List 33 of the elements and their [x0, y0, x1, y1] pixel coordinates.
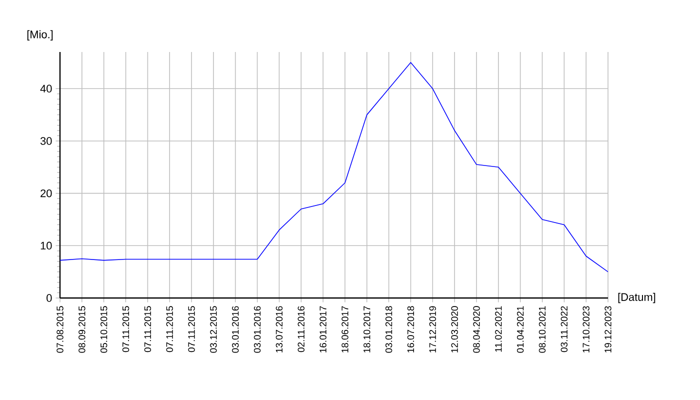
x-axis-title: [Datum] [618, 292, 656, 304]
x-tick-label: 16.07.2018 [407, 306, 414, 352]
x-tick-label: 02.11.2016 [298, 306, 304, 352]
x-tick-label: 16.01.2017 [320, 306, 326, 352]
y-tick-label: 10 [40, 242, 52, 250]
x-tick-label: 19.12.2023 [604, 306, 612, 352]
x-tick-label: 07.11.2015 [166, 306, 173, 352]
x-tick-label: 07.11.2015 [188, 306, 195, 352]
x-tick-label: 11.02.2021 [495, 306, 502, 352]
x-tick-label: 05.10.2015 [100, 306, 108, 353]
x-tick-label: 17.12.2019 [429, 306, 436, 352]
x-tick-label: 12.03.2020 [451, 306, 458, 352]
x-tick-label: 03.01.2018 [385, 306, 392, 353]
x-tick-label: 03.12.2015 [210, 306, 217, 353]
x-tick-label: 08.04.2020 [473, 306, 480, 353]
x-tick-label: 03.01.2016 [232, 306, 239, 353]
x-tick-label: 08.09.2015 [78, 306, 86, 353]
x-tick-label: 17.10.2023 [582, 306, 590, 352]
y-tick-label: 0 [46, 294, 52, 302]
x-tick-label: 07.11.2015 [144, 306, 152, 352]
x-tick-label: 01.04.2021 [516, 306, 524, 353]
x-tick-label: 03.11.2022 [560, 306, 568, 352]
x-tick-label: 08.10.2021 [538, 306, 546, 353]
y-axis-title: [Mio.] [27, 30, 53, 40]
x-tick-label: 07.11.2015 [122, 306, 130, 352]
x-tick-label: 07.08.2015 [56, 306, 64, 353]
x-tick-label: 18.06.2017 [342, 306, 348, 352]
y-tick-label: 30 [40, 137, 52, 145]
y-tick-label: 20 [40, 189, 52, 198]
y-tick-label: 40 [40, 84, 52, 93]
x-tick-label: 03.01.2016 [254, 306, 261, 353]
x-tick-label: 18.10.2017 [364, 306, 370, 352]
x-tick-label: 13.07.2016 [276, 306, 283, 352]
